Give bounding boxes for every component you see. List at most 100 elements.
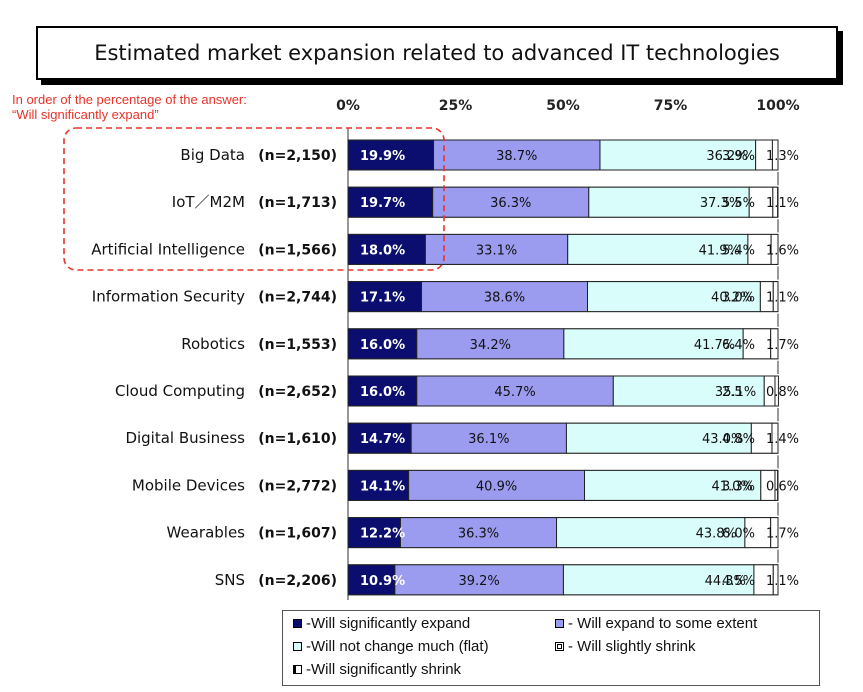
category-label: Cloud Computing [115,382,245,400]
data-label: 45.7% [494,385,535,400]
bar-segment [562,564,755,596]
category-n-label: (n=1,553) [258,337,337,353]
legend-label: - Will expand to some extent [568,615,758,632]
legend-label: -Will significantly shrink [306,661,462,678]
data-label: 38.7% [496,149,537,164]
bar-segment [771,422,779,454]
legend-label: -Will not change much (flat) [306,638,489,655]
bar-segment [744,517,772,549]
x-tick-label: 25% [439,98,473,114]
data-label: 40.2% [711,291,752,306]
data-label: 44.3% [705,574,746,589]
data-label: 2.5 [722,385,743,400]
bar-segment [771,139,779,171]
data-label: 12.2% [360,527,405,542]
data-label: 34.2% [470,338,511,353]
category-n-label: (n=1,607) [258,526,337,542]
bar-segment [599,139,757,171]
category-label: Information Security [92,288,245,306]
x-tick-label: 0% [336,98,360,114]
data-label: 0.8% [766,385,799,400]
bar-segment [421,281,589,313]
data-label: 41.0% [711,479,752,494]
legend-item-flat: -Will not change much (flat) [293,638,489,655]
category-n-label: (n=2,744) [258,290,337,306]
data-label: 1.4% [766,432,799,447]
data-label: 10.9% [360,574,405,589]
data-label: 5.5% [722,196,755,211]
bar-segment [347,564,396,596]
data-label: 4.8% [722,432,755,447]
bar-segment [567,233,749,265]
legend: -Will significantly expand - Will expand… [282,610,820,686]
data-label: 36.2% [706,149,747,164]
legend-swatch-significantly-shrink [293,665,302,674]
data-label: 36.3% [458,527,499,542]
bar-segment [408,469,585,501]
ranking-note-line-2: “Will significantly expand” [12,107,159,122]
bar-segment [587,281,761,313]
category-n-label: (n=2,206) [258,573,337,589]
ranking-note-line-1: In order of the percentage of the answer… [12,92,247,107]
ranking-note: In order of the percentage of the answer… [12,92,247,122]
bar-segment [770,517,779,549]
x-tick-label: 75% [654,98,688,114]
bar-segment [399,517,558,549]
chart-title: Estimated market expansion related to ad… [36,26,838,80]
bar-segment [565,422,752,454]
bar-segment [770,233,779,265]
data-label: 1.6% [766,243,799,258]
data-label: 5.4% [722,243,755,258]
data-label: 6.4% [722,338,755,353]
bar-segment [347,186,434,218]
data-label: 39.2% [458,574,499,589]
category-label: IoT／M2M [172,193,245,211]
category-label: Robotics [181,335,245,353]
data-label: 3.3% [722,479,755,494]
bar-segment [774,469,779,501]
legend-item-expand-some: - Will expand to some extent [555,615,757,632]
data-label: 14.7% [360,432,405,447]
data-label: 1.1% [766,574,799,589]
bar-segment [347,328,418,360]
data-label: 1.3% [766,149,799,164]
legend-swatch-significantly-expand [293,619,302,628]
category-label: Big Data [180,146,245,164]
bar-segment [347,422,412,454]
legend-item-significantly-shrink: -Will significantly shrink [293,661,461,678]
data-label: 19.7% [360,196,405,211]
legend-item-significantly-expand: -Will significantly expand [293,615,470,632]
category-n-label: (n=2,772) [258,478,337,494]
bar-segment [394,564,564,596]
data-label: 35.1% [715,385,756,400]
bar-segment [774,375,779,407]
data-label: 38.6% [484,291,525,306]
data-label: 19.9% [360,149,405,164]
bar-segment [612,375,765,407]
data-label: 16.0% [360,385,405,400]
data-label: 3.9% [722,149,755,164]
data-label: 6.0% [722,527,755,542]
bar-segment [347,469,410,501]
data-label: 43.8% [696,527,737,542]
bar-segment [772,186,779,218]
data-label: 14.1% [360,479,405,494]
bar-segment [347,375,418,407]
bar-segment [424,233,569,265]
category-n-label: (n=2,150) [258,148,337,164]
legend-swatch-expand-some [555,619,564,628]
category-n-label: (n=1,610) [258,431,337,447]
legend-swatch-slightly-shrink [555,642,564,651]
bar-segment [347,139,435,171]
bar-segment [556,517,746,549]
data-label: 1.7% [766,527,799,542]
legend-item-slightly-shrink: - Will slightly shrink [555,638,696,655]
bar-segment [433,139,601,171]
category-label: Artificial Intelligence [91,240,245,258]
data-label: 16.0% [360,338,405,353]
data-label: 0.6% [766,479,799,494]
bar-segment [432,186,590,218]
data-label: 36.1% [468,432,509,447]
bar-segment [588,186,750,218]
highlight-box [63,127,445,271]
